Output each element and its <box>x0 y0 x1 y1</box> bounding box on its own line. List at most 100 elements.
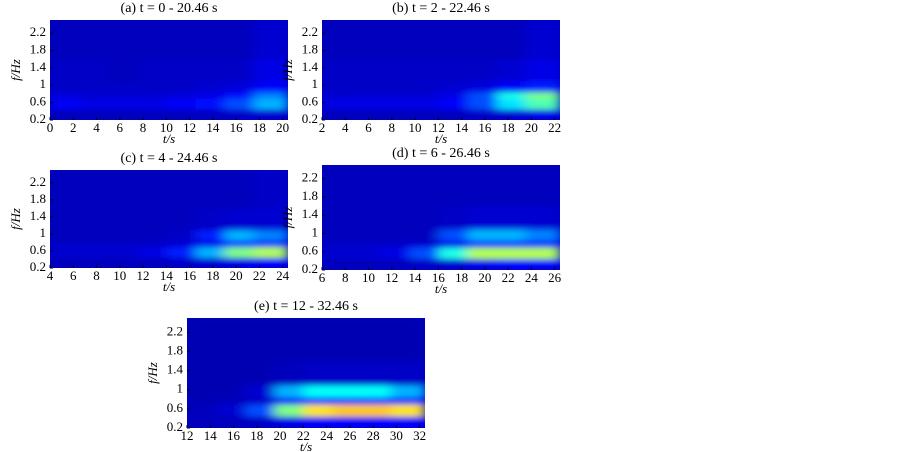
heatmap-cell <box>108 170 138 209</box>
heatmap-cell <box>438 20 468 60</box>
heatmap-cell <box>224 20 255 60</box>
heatmap-cell <box>224 91 255 99</box>
heatmap-cell <box>274 404 304 417</box>
heatmap-cell <box>50 80 80 93</box>
plot-area <box>322 20 560 120</box>
y-tick-label: 1 <box>40 225 47 240</box>
heatmap-cell <box>322 240 352 248</box>
heatmap-cell <box>496 165 527 207</box>
heatmap-cell <box>108 229 138 241</box>
heatmap-cell <box>322 228 352 241</box>
heatmap-cell <box>409 80 439 93</box>
heatmap-cell <box>496 80 527 93</box>
heatmap-cell <box>467 91 497 99</box>
heatmap-cell <box>108 98 138 110</box>
y-axis-label: f/Hz <box>145 362 160 384</box>
heatmap-cell <box>187 396 217 405</box>
heatmap-cell <box>525 80 560 93</box>
heatmap-cell <box>525 247 560 260</box>
heatmap-cell <box>322 80 352 93</box>
heatmap-cell <box>467 59 497 82</box>
x-tick-label: 8 <box>93 268 100 283</box>
heatmap-cell <box>108 80 138 93</box>
heatmap-cell <box>50 20 80 60</box>
plot-area <box>322 165 560 270</box>
panel-title: (a) t = 0 - 20.46 s <box>121 1 218 16</box>
x-tick-label: 16 <box>183 268 197 283</box>
heatmap-cell <box>322 98 352 110</box>
heatmap-cell <box>332 384 362 398</box>
heatmap-cell <box>303 404 333 417</box>
panel-title: (d) t = 6 - 26.46 s <box>392 146 490 161</box>
heatmap-cell <box>195 257 225 268</box>
heatmap-cell <box>525 240 560 248</box>
heatmap-cell <box>409 20 439 60</box>
y-axis-label: f/Hz <box>8 208 23 230</box>
plot-area <box>50 170 288 268</box>
heatmap-cell <box>274 384 304 398</box>
heatmap-cell <box>361 318 392 362</box>
x-tick-label: 18 <box>502 120 515 135</box>
heatmap-cell <box>351 258 381 270</box>
heatmap-cell <box>409 91 439 99</box>
heatmap <box>50 170 288 268</box>
heatmap-cell <box>438 98 468 110</box>
heatmap-cell <box>351 59 381 82</box>
heatmap-cell <box>187 384 217 398</box>
heatmap-cell <box>224 229 255 241</box>
heatmap-cell <box>195 109 225 120</box>
heatmap-cell <box>332 416 362 428</box>
heatmap-cell <box>438 228 468 241</box>
y-tick-label: 0.6 <box>30 94 47 109</box>
heatmap <box>322 165 560 270</box>
x-tick-label: 14 <box>206 120 220 135</box>
heatmap-cell <box>216 404 246 417</box>
x-tick-label: 8 <box>140 120 147 135</box>
heatmap-cell <box>438 206 468 230</box>
x-tick-label: 28 <box>367 428 380 443</box>
x-tick-label: 18 <box>253 120 266 135</box>
x-tick-label: 20 <box>274 428 287 443</box>
heatmap-cell <box>195 59 225 82</box>
heatmap-cell <box>351 80 381 93</box>
heatmap-cell <box>245 396 275 405</box>
heatmap-cell <box>438 80 468 93</box>
heatmap-cell <box>108 109 138 120</box>
heatmap-cell <box>274 416 304 428</box>
heatmap-cell <box>361 416 392 428</box>
x-tick-label: 14 <box>409 270 423 285</box>
heatmap-cell <box>253 109 288 120</box>
panel-title: (b) t = 2 - 22.46 s <box>392 1 490 16</box>
heatmap-cell <box>216 384 246 398</box>
heatmap-cell <box>274 318 304 362</box>
x-tick-label: 22 <box>253 268 266 283</box>
y-tick-label: 2.2 <box>302 170 318 185</box>
heatmap-cell <box>79 91 109 99</box>
x-tick-label: 20 <box>525 120 538 135</box>
heatmap-cell <box>137 109 167 120</box>
heatmap-cell <box>166 80 196 93</box>
heatmap-cell <box>253 91 288 99</box>
heatmap-cell <box>303 361 333 386</box>
heatmap-cell <box>166 91 196 99</box>
heatmap-cell <box>380 109 410 120</box>
y-tick-label: 1.8 <box>302 41 318 56</box>
heatmap-cell <box>467 109 497 120</box>
heatmap-cell <box>166 229 196 241</box>
heatmap-cell <box>438 247 468 260</box>
heatmap-cell <box>380 98 410 110</box>
heatmap-cell <box>195 240 225 248</box>
heatmap-cell <box>137 80 167 93</box>
heatmap-cell <box>438 59 468 82</box>
heatmap-cell <box>108 240 138 248</box>
heatmap-cell <box>253 80 288 93</box>
x-tick-label: 32 <box>413 428 426 443</box>
heatmap-cell <box>79 208 109 231</box>
heatmap-cell <box>137 91 167 99</box>
x-tick-label: 18 <box>455 270 468 285</box>
heatmap-cell <box>351 206 381 230</box>
heatmap-cell <box>467 165 497 207</box>
heatmap-cell <box>187 318 217 362</box>
heatmap-cell <box>79 20 109 60</box>
heatmap-cell <box>137 246 167 258</box>
